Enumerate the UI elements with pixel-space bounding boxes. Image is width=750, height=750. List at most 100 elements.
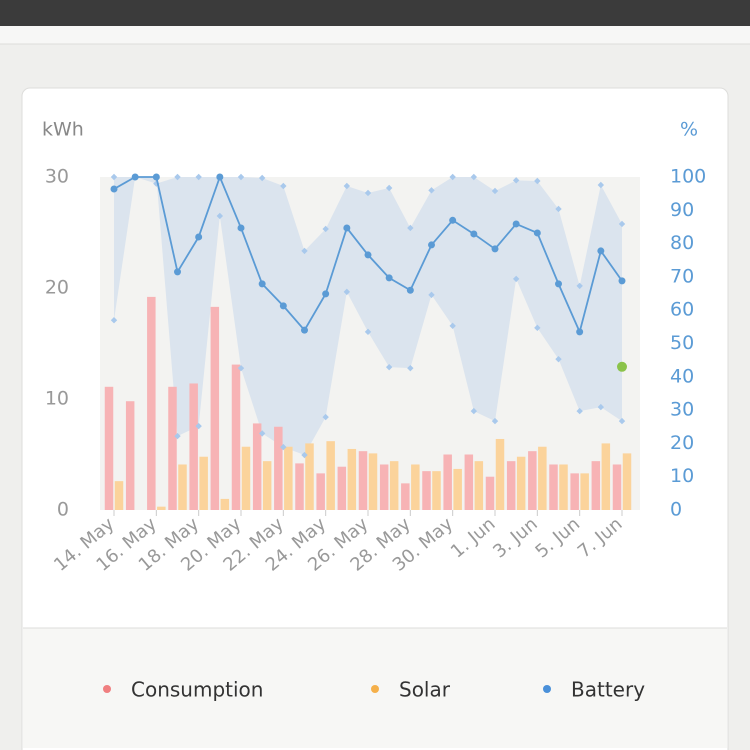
range-marker	[512, 177, 520, 184]
range-marker	[110, 316, 118, 324]
bar	[274, 426, 283, 510]
y-tick-label: 10	[45, 388, 69, 410]
bar	[262, 461, 272, 510]
range-marker	[237, 364, 245, 372]
range-marker	[407, 224, 414, 232]
range-marker	[343, 288, 351, 296]
point	[322, 290, 330, 298]
range-marker	[343, 182, 351, 190]
legend-marker	[371, 685, 379, 693]
point	[110, 185, 118, 193]
range-marker	[576, 407, 583, 415]
range-marker	[110, 173, 118, 181]
bar	[284, 446, 293, 510]
bar	[516, 456, 526, 510]
legend-label: Consumption	[131, 678, 263, 702]
y2-tick-label: 100	[670, 166, 706, 188]
current-point	[617, 361, 627, 372]
point	[385, 274, 393, 282]
bar	[104, 386, 114, 510]
bar	[379, 464, 389, 510]
point	[237, 224, 245, 232]
bar	[453, 468, 462, 510]
legend-marker	[103, 685, 111, 693]
point	[491, 245, 499, 253]
bar	[178, 464, 187, 510]
bar	[368, 453, 378, 510]
bar	[252, 423, 262, 510]
bar	[168, 386, 177, 510]
y2-tick-label: 70	[670, 265, 694, 287]
point	[428, 241, 435, 249]
range-marker	[153, 180, 160, 187]
range-marker	[576, 282, 583, 290]
bar	[347, 448, 357, 510]
range-marker	[491, 417, 499, 425]
range-marker	[195, 422, 202, 430]
bar	[305, 443, 314, 510]
point	[258, 280, 266, 288]
range-marker	[618, 417, 626, 425]
y2-tick-label: 40	[670, 365, 694, 387]
bar	[231, 364, 241, 510]
range-marker	[301, 247, 308, 255]
range-marker	[449, 173, 456, 181]
bar	[485, 476, 495, 510]
bar	[601, 443, 611, 510]
bar	[401, 483, 410, 510]
range-marker	[280, 182, 287, 190]
range-marker	[322, 413, 329, 421]
range-marker	[258, 430, 266, 437]
bar	[474, 461, 484, 510]
bar	[622, 453, 632, 510]
bar	[464, 454, 474, 510]
point	[470, 230, 478, 238]
range-marker	[364, 189, 372, 197]
y2-tick-label: 80	[670, 232, 694, 254]
point	[406, 286, 414, 294]
bar	[432, 471, 441, 510]
bar	[559, 464, 568, 510]
y-tick-label: 0	[57, 499, 69, 521]
point	[174, 268, 181, 276]
point	[301, 326, 308, 334]
range-marker	[470, 407, 478, 415]
point	[555, 280, 562, 288]
legend-label: Battery	[571, 678, 645, 702]
bar	[295, 463, 304, 510]
top-bar	[0, 0, 750, 26]
bar	[337, 466, 347, 510]
range-marker	[280, 443, 287, 451]
bar	[358, 451, 368, 510]
range-marker	[407, 364, 414, 372]
y-tick-label: 20	[45, 277, 69, 299]
y2-tick-label: 20	[670, 432, 694, 454]
range-marker	[512, 275, 520, 283]
range-marker	[534, 324, 541, 332]
y2-axis-label: %	[680, 119, 698, 141]
sub-bar	[0, 26, 750, 44]
bar	[316, 473, 325, 510]
range-marker	[491, 187, 499, 195]
bar	[189, 383, 198, 510]
y2-tick-label: 60	[670, 299, 694, 321]
bar	[580, 473, 589, 510]
bar	[612, 464, 622, 510]
point	[618, 277, 626, 285]
bar	[411, 464, 420, 510]
point	[364, 251, 372, 259]
point	[576, 328, 584, 336]
range-marker	[428, 187, 435, 194]
point	[152, 173, 160, 181]
legend-label: Solar	[399, 678, 451, 702]
y2-tick-label: 0	[670, 499, 682, 521]
range-marker	[195, 173, 202, 181]
bar	[125, 401, 135, 510]
bar	[157, 506, 166, 510]
range-marker	[258, 174, 266, 182]
y2-tick-label: 10	[670, 465, 694, 487]
legend-marker	[543, 685, 551, 693]
point	[449, 216, 457, 224]
range-marker	[470, 173, 478, 181]
